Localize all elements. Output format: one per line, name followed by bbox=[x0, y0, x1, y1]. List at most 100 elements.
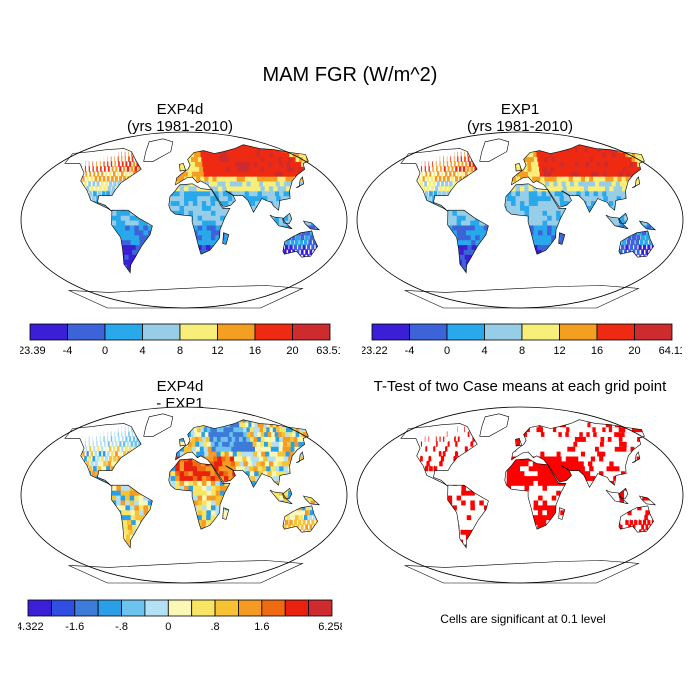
colorbar-tick-label: 20 bbox=[286, 345, 298, 357]
coastline-samerica bbox=[111, 209, 153, 274]
coastline-uk bbox=[515, 437, 522, 447]
coastline-namerica bbox=[400, 148, 478, 212]
colorbar-swatch bbox=[446, 323, 485, 341]
colorbar-swatch bbox=[144, 599, 169, 617]
colorbar-tick-label: 6.258 bbox=[318, 621, 342, 633]
colorbar-swatch bbox=[559, 323, 598, 341]
coastline-australia bbox=[618, 230, 654, 258]
coastline-australia bbox=[618, 505, 654, 533]
coastline-madagascar bbox=[558, 232, 566, 245]
colorbar-swatch bbox=[167, 599, 193, 617]
coastline-samerica bbox=[111, 484, 153, 549]
colorbar-swatch bbox=[371, 323, 410, 341]
coastline-greenland bbox=[479, 413, 510, 437]
coastline-africa bbox=[504, 458, 567, 530]
colorbar-tick-label: 4 bbox=[481, 345, 487, 357]
colorbar-tick-label: -23.39 bbox=[20, 345, 46, 357]
colorbar-tick-label: 8 bbox=[519, 345, 525, 357]
coastline-africa bbox=[168, 458, 231, 530]
colorbar-tick-label: 1.6 bbox=[254, 621, 269, 633]
colorbar-swatch bbox=[284, 599, 310, 617]
map-exp1 bbox=[356, 131, 684, 309]
coastline-eurasia bbox=[511, 419, 645, 488]
map-border bbox=[356, 131, 684, 309]
coastline-uk bbox=[515, 162, 522, 172]
map-diff bbox=[20, 406, 348, 584]
map-border bbox=[20, 406, 348, 584]
coastline-uk bbox=[179, 437, 186, 447]
colorbar-tick-label: 12 bbox=[553, 345, 565, 357]
colorbar-diff: -4.322 -1.6 -.8 0 .8 1.6 6.258 bbox=[18, 599, 342, 633]
coastline-madagascar bbox=[222, 507, 230, 520]
colorbar-tick-label: 8 bbox=[177, 345, 183, 357]
colorbar-swatch bbox=[74, 599, 99, 617]
coastline-samerica bbox=[447, 209, 489, 274]
colorbar-tick-label: 4 bbox=[139, 345, 145, 357]
map-exp4d bbox=[20, 131, 348, 309]
colorbar-tick-label: 63.51 bbox=[316, 345, 340, 357]
coastline-madagascar bbox=[222, 232, 230, 245]
colorbar-tick-label: .8 bbox=[210, 621, 219, 633]
colorbar-tick-label: 0 bbox=[102, 345, 108, 357]
coastline-namerica bbox=[64, 148, 142, 212]
colorbar-swatch bbox=[254, 323, 293, 341]
coastline-africa bbox=[504, 183, 567, 255]
colorbar-swatch bbox=[104, 323, 143, 341]
colorbar-swatch bbox=[29, 323, 68, 341]
colorbar-exp4d: -23.39 -4 0 4 8 12 16 20 63.51 bbox=[20, 323, 340, 357]
colorbar-tick-label: -4.322 bbox=[18, 621, 44, 633]
coastline-namerica bbox=[64, 423, 142, 487]
coastline-borneo bbox=[282, 212, 293, 225]
coastline-borneo bbox=[618, 487, 629, 500]
colorbar-tick-label: -4 bbox=[405, 345, 415, 357]
coastline-indonesia bbox=[605, 214, 629, 230]
coastline-newguinea bbox=[638, 495, 657, 506]
coastline-japan bbox=[296, 451, 305, 463]
colorbar-tick-label: -4 bbox=[63, 345, 73, 357]
coastline-japan bbox=[632, 176, 641, 188]
figure-title: MAM FGR (W/m^2) bbox=[262, 64, 438, 86]
coastline-samerica bbox=[447, 484, 489, 549]
colorbar-swatch bbox=[191, 599, 216, 617]
map-ttest bbox=[356, 406, 684, 584]
coastline-newguinea bbox=[638, 220, 657, 231]
colorbar-swatch bbox=[634, 323, 673, 341]
colorbar-swatch bbox=[261, 599, 286, 617]
coastline-greenland bbox=[143, 413, 174, 437]
colorbar-swatch bbox=[217, 323, 256, 341]
coastline-australia bbox=[282, 505, 318, 533]
colorbar-swatch bbox=[142, 323, 181, 341]
colorbar-tick-label: 16 bbox=[591, 345, 603, 357]
colorbar-tick-label: -1.6 bbox=[65, 621, 84, 633]
panel-title-ttest: T-Test of two Case means at each grid po… bbox=[373, 378, 667, 395]
coastline-australia bbox=[282, 230, 318, 258]
colorbar-tick-label: -23.22 bbox=[362, 345, 388, 357]
coastline-newguinea bbox=[302, 495, 321, 506]
panel-title-exp4d: EXP4d (yrs 1981-2010) bbox=[127, 101, 233, 135]
colorbar-swatch bbox=[308, 599, 333, 617]
colorbar-tick-label: 16 bbox=[249, 345, 261, 357]
coastline-greenland bbox=[143, 138, 174, 162]
colorbar-swatch bbox=[27, 599, 52, 617]
colorbar-swatch bbox=[179, 323, 218, 341]
coastline-indonesia bbox=[269, 489, 293, 505]
colorbar-swatch bbox=[292, 323, 331, 341]
colorbar-swatch bbox=[484, 323, 523, 341]
colorbar-swatch bbox=[521, 323, 560, 341]
colorbar-tick-label: 0 bbox=[444, 345, 450, 357]
colorbar-swatch bbox=[50, 599, 76, 617]
coastline-japan bbox=[632, 451, 641, 463]
colorbar-tick-label: -.8 bbox=[115, 621, 128, 633]
coastline-namerica bbox=[400, 423, 478, 487]
colorbar-swatch bbox=[67, 323, 106, 341]
coastline-indonesia bbox=[269, 214, 293, 230]
colorbar-swatch bbox=[409, 323, 448, 341]
coastline-africa bbox=[168, 183, 231, 255]
coastline-uk bbox=[179, 162, 186, 172]
coastline-eurasia bbox=[175, 144, 309, 213]
coastline-eurasia bbox=[511, 144, 645, 213]
significance-note: Cells are significant at 0.1 level bbox=[440, 612, 606, 626]
colorbar-swatch bbox=[238, 599, 263, 617]
map-border bbox=[356, 406, 684, 584]
coastline-borneo bbox=[282, 487, 293, 500]
